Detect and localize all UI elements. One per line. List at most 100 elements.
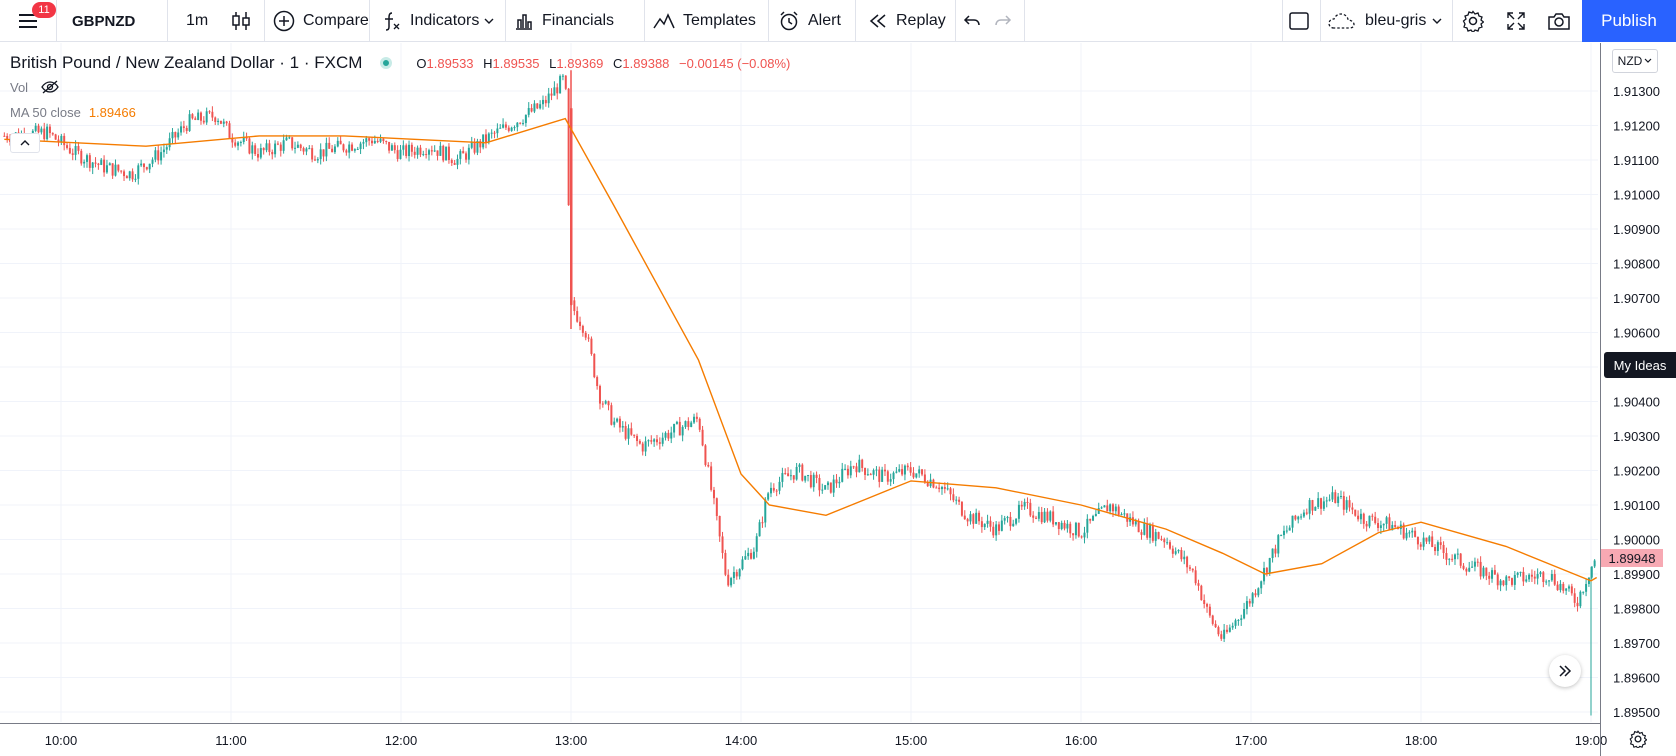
candle-body bbox=[1570, 586, 1573, 594]
fullscreen-button[interactable] bbox=[1506, 0, 1526, 42]
candle-body bbox=[895, 471, 898, 473]
collapse-legend-button[interactable] bbox=[10, 133, 40, 153]
candle-body bbox=[504, 124, 507, 128]
candle-body bbox=[447, 146, 450, 160]
settings-button[interactable] bbox=[1462, 0, 1484, 42]
candle-body bbox=[1114, 506, 1117, 512]
candle-body bbox=[416, 147, 419, 155]
candle-body bbox=[1345, 500, 1348, 510]
candle-body bbox=[846, 468, 849, 476]
candle-body bbox=[955, 499, 958, 501]
price-tick-label: 1.89600 bbox=[1613, 671, 1660, 686]
price-tick-label: 1.91300 bbox=[1613, 84, 1660, 99]
candle-body bbox=[151, 159, 154, 164]
ma-value: 1.89466 bbox=[88, 104, 136, 120]
undo-button[interactable] bbox=[963, 0, 981, 42]
alert-label: Alert bbox=[808, 12, 841, 29]
candle-body bbox=[824, 485, 827, 490]
interval-button[interactable]: 1m bbox=[186, 0, 208, 42]
symbol-search-button[interactable]: GBPNZD bbox=[72, 0, 135, 42]
candle-body bbox=[975, 512, 978, 524]
candle-body bbox=[915, 473, 918, 478]
candle-body bbox=[254, 145, 257, 155]
financials-button[interactable]: Financials bbox=[514, 0, 614, 42]
price-chart[interactable]: 1.91300 1.91200 1.91100 1.91000 1.90900 1.908… bbox=[0, 43, 1676, 756]
candle-body bbox=[1354, 509, 1357, 516]
candle-body bbox=[539, 104, 542, 109]
candle-body bbox=[228, 123, 231, 138]
candle-body bbox=[767, 493, 770, 500]
snapshot-button[interactable] bbox=[1547, 0, 1571, 42]
candle-body bbox=[909, 467, 912, 473]
candle-body bbox=[644, 441, 647, 452]
candle-body bbox=[832, 479, 835, 493]
candle-body bbox=[764, 499, 767, 523]
currency-selector[interactable]: NZD bbox=[1612, 49, 1658, 73]
candle-body bbox=[465, 153, 468, 160]
layout-button[interactable]: bleu-gris bbox=[1327, 0, 1426, 42]
eye-off-icon[interactable] bbox=[40, 79, 60, 95]
candle-body bbox=[1046, 511, 1049, 521]
candle-body bbox=[949, 488, 952, 495]
candle-body bbox=[1482, 567, 1485, 577]
candle-body bbox=[502, 124, 505, 128]
fullscreen-selection-button[interactable] bbox=[1288, 0, 1310, 42]
ma-legend-row[interactable]: MA 50 close 1.89466 bbox=[10, 100, 790, 124]
candle-body bbox=[43, 128, 46, 140]
candle-body bbox=[516, 122, 519, 128]
candle-body bbox=[1436, 542, 1439, 552]
candle-body bbox=[322, 149, 325, 157]
templates-button[interactable]: Templates bbox=[653, 0, 756, 42]
redo-button[interactable] bbox=[994, 0, 1012, 42]
symbol-title[interactable]: British Pound / New Zealand Dollar · 1 ·… bbox=[10, 53, 363, 72]
indicators-dropdown[interactable] bbox=[484, 0, 494, 42]
candle-body bbox=[1579, 591, 1582, 607]
candle-body bbox=[587, 337, 590, 339]
alarm-clock-icon bbox=[780, 11, 798, 31]
candle-body bbox=[1471, 566, 1474, 568]
candle-body bbox=[815, 474, 818, 478]
candle-body bbox=[861, 459, 864, 468]
candle-body bbox=[1522, 571, 1525, 582]
candle-body bbox=[858, 459, 861, 473]
scroll-to-realtime-button[interactable] bbox=[1549, 655, 1581, 687]
price-tick-label: 1.89700 bbox=[1613, 636, 1660, 651]
candle-body bbox=[134, 178, 137, 180]
candle-body bbox=[687, 421, 690, 427]
last-price-label: 1.89948 bbox=[1601, 549, 1663, 567]
volume-legend-row[interactable]: Vol bbox=[10, 74, 790, 100]
candle-body bbox=[1191, 568, 1194, 571]
my-ideas-tab[interactable]: My Ideas bbox=[1604, 352, 1676, 378]
candle-body bbox=[752, 551, 755, 559]
layout-dropdown[interactable] bbox=[1432, 0, 1442, 42]
publish-button[interactable]: Publish bbox=[1582, 0, 1676, 42]
candle-body bbox=[1419, 544, 1422, 547]
replay-button[interactable]: Replay bbox=[868, 0, 946, 42]
candle-body bbox=[940, 486, 943, 490]
candle-body bbox=[1174, 551, 1177, 554]
candle-body bbox=[351, 144, 354, 151]
candle-body bbox=[1562, 583, 1565, 591]
candle-body bbox=[154, 150, 157, 160]
candle-body bbox=[1493, 570, 1496, 575]
candle-body bbox=[1348, 500, 1351, 508]
indicators-button[interactable]: Indicators bbox=[382, 0, 479, 42]
candle-body bbox=[598, 386, 601, 404]
chart-type-button[interactable] bbox=[231, 0, 251, 42]
candle-body bbox=[302, 148, 305, 152]
axis-settings-button[interactable] bbox=[1626, 727, 1650, 751]
candle-body bbox=[707, 464, 710, 467]
candle-body bbox=[353, 149, 356, 151]
chevron-down-icon bbox=[484, 18, 494, 24]
candle-body bbox=[111, 163, 114, 176]
candle-body bbox=[459, 151, 462, 159]
candle-body bbox=[211, 111, 214, 118]
candle-body bbox=[655, 439, 658, 443]
candle-body bbox=[596, 377, 599, 387]
candle-body bbox=[1194, 570, 1197, 584]
alert-button[interactable]: Alert bbox=[778, 0, 841, 42]
candle-body bbox=[83, 161, 86, 164]
compare-button[interactable]: Compare bbox=[273, 0, 369, 42]
candle-body bbox=[838, 481, 841, 484]
vol-label: Vol bbox=[10, 79, 29, 95]
